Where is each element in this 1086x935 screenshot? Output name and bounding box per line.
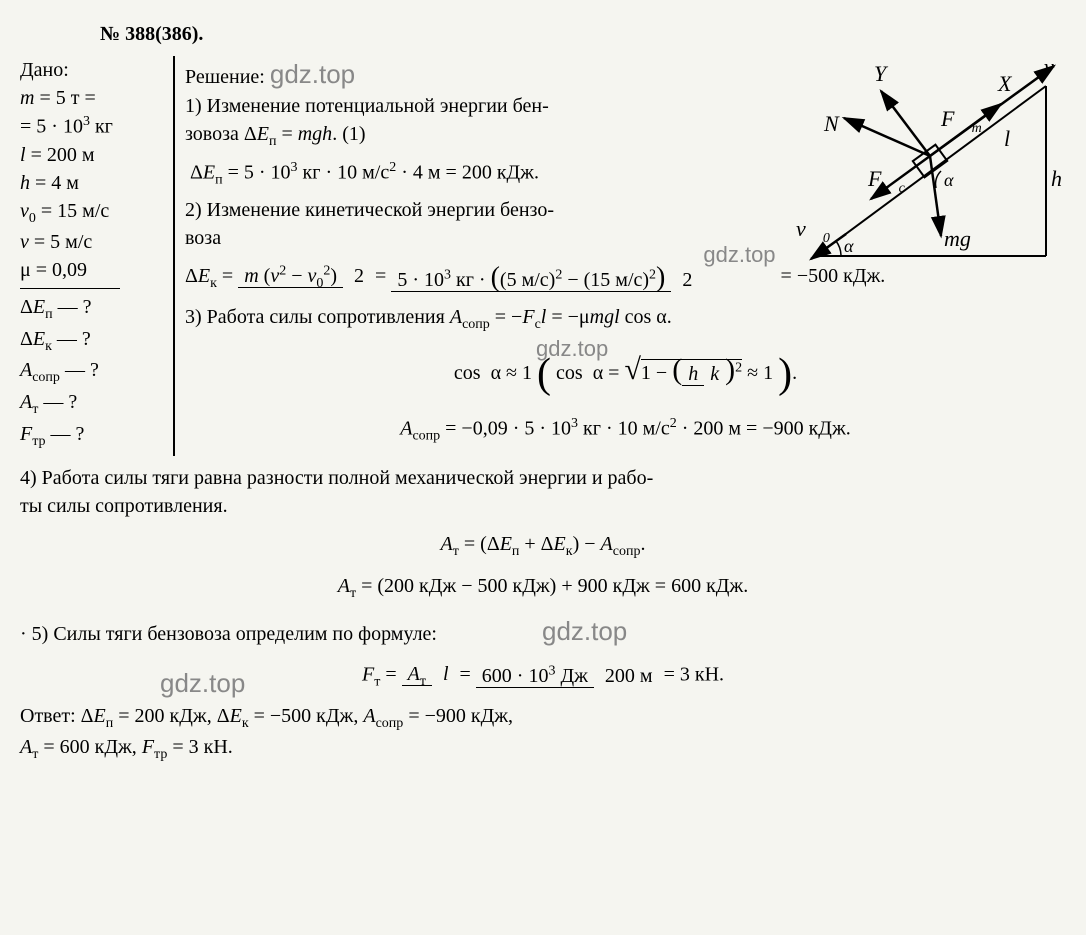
watermark: gdz.top bbox=[542, 616, 627, 646]
given-column: Дано: m = 5 т = = 5 · 103 кг l = 200 м h… bbox=[20, 56, 175, 456]
problem-number: № 388(386). bbox=[100, 20, 1066, 48]
given-title: Дано: bbox=[20, 56, 165, 84]
watermark: gdz.top bbox=[160, 665, 245, 701]
label-Y: Y bbox=[874, 61, 889, 86]
answer-line1: Ответ: ΔEп = 200 кДж, ΔEк = −500 кДж, Aс… bbox=[20, 702, 1066, 734]
divider bbox=[20, 288, 120, 289]
given-line: h = 4 м bbox=[20, 169, 165, 197]
step2-text: 2) Изменение кинетической энергии бензо- bbox=[185, 196, 685, 224]
label-v0: v⃗0 bbox=[796, 216, 830, 246]
watermark: gdz.top bbox=[536, 334, 608, 365]
given-line: m = 5 т = bbox=[20, 84, 165, 112]
label-Fc: F⃗c bbox=[867, 166, 906, 196]
unknown-line: Aт — ? bbox=[20, 388, 165, 420]
given-line: v0 = 15 м/с bbox=[20, 197, 165, 229]
unknown-line: Aсопр — ? bbox=[20, 356, 165, 388]
step4-text: 4) Работа силы тяги равна разности полно… bbox=[20, 464, 1066, 492]
label-alpha1: α bbox=[844, 236, 854, 256]
step4-text2: ты силы сопротивления. bbox=[20, 492, 1066, 520]
formula5: gdz.top Fт = Aт l = 600 · 103 Дж 200 м =… bbox=[20, 660, 1066, 692]
watermark: gdz.top bbox=[270, 59, 355, 89]
label-mg: mg⃗ bbox=[944, 226, 988, 251]
label-X: X bbox=[997, 71, 1013, 96]
below-section: 4) Работа силы тяги равна разности полно… bbox=[20, 464, 1066, 765]
formula4-2: Aт = (200 кДж − 500 кДж) + 900 кДж = 600… bbox=[20, 572, 1066, 604]
force-diagram: Y X v⃗ N⃗ F⃗т F⃗c l h v⃗0 α α mg⃗ bbox=[786, 56, 1066, 276]
step5-text: · 5) Силы тяги бензовоза определим по фо… bbox=[20, 613, 1066, 649]
unknown-line: ΔEп — ? bbox=[20, 293, 165, 325]
unknown-line: ΔEк — ? bbox=[20, 325, 165, 357]
step1-text: 1) Изменение потенциальной энергии бен- bbox=[185, 92, 685, 120]
given-line: l = 200 м bbox=[20, 141, 165, 169]
label-v: v⃗ bbox=[1044, 56, 1066, 79]
step3-calc: Aсопр = −0,09 · 5 · 103 кг · 10 м/с2 · 2… bbox=[185, 414, 1066, 446]
main-layout: Дано: m = 5 т = = 5 · 103 кг l = 200 м h… bbox=[20, 56, 1066, 456]
given-line: = 5 · 103 кг bbox=[20, 112, 165, 141]
label-Ft: F⃗т bbox=[940, 106, 982, 136]
watermark: gdz.top bbox=[703, 242, 775, 267]
unknown-line: Fтр — ? bbox=[20, 420, 165, 452]
cos-formula: cos α ≈ 1 ( gdz.top cos α = √1 − (hk)2 ≈… bbox=[185, 345, 1066, 404]
given-line: μ = 0,09 bbox=[20, 256, 165, 284]
label-l: l bbox=[1004, 126, 1010, 151]
solution-title: Решение: bbox=[185, 66, 265, 88]
formula4-1: Aт = (ΔEп + ΔEк) − Aсопр. bbox=[20, 530, 1066, 562]
step3-text: 3) Работа силы сопротивления Aсопр = −Fc… bbox=[185, 303, 1066, 335]
given-line: v = 5 м/с bbox=[20, 228, 165, 256]
label-h: h bbox=[1051, 166, 1062, 191]
label-N: N⃗ bbox=[823, 111, 856, 136]
answer-line2: Aт = 600 кДж, Fтр = 3 кН. bbox=[20, 733, 1066, 765]
label-alpha2: α bbox=[944, 170, 954, 190]
